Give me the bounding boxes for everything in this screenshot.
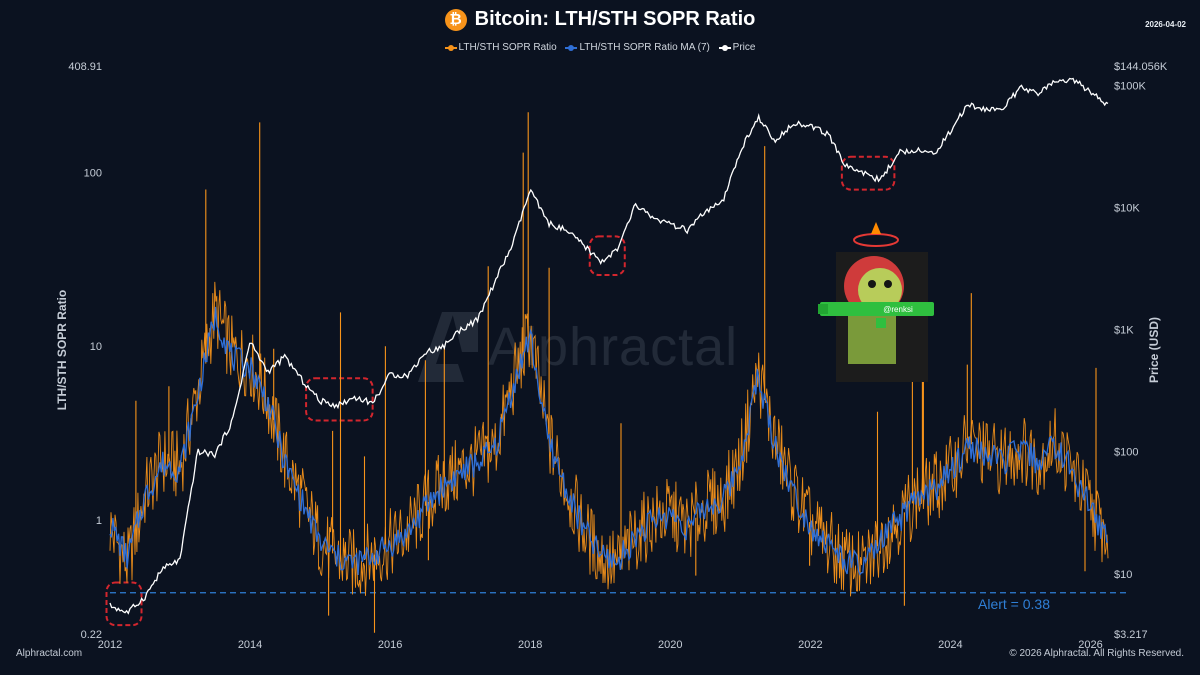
x-tick-label: 2022 xyxy=(798,639,822,651)
legend-item-sopr[interactable]: LTH/STH SOPR Ratio xyxy=(444,42,557,53)
y2-tick-label: $10 xyxy=(1114,569,1132,581)
x-tick-label: 2012 xyxy=(98,639,122,651)
highlight-zone xyxy=(840,155,896,191)
y-tick-label: 0.22 xyxy=(81,629,102,641)
sopr-ratio-line xyxy=(109,281,1109,597)
footer-copyright: © 2026 Alphractal. All Rights Reserved. xyxy=(1009,648,1184,659)
bitcoin-logo-icon: ₿ xyxy=(444,8,467,31)
orange-line-swatch-icon xyxy=(444,44,457,52)
x-tick-label: 2026 xyxy=(1078,639,1102,651)
ape-sticker-image: @renksi xyxy=(818,222,934,382)
report-date: 2026-04-02 xyxy=(1145,20,1186,29)
x-tick-label: 2018 xyxy=(518,639,542,651)
price-line xyxy=(109,77,1109,615)
sopr-ma7-line xyxy=(109,306,1109,576)
chart-title: Bitcoin: LTH/STH SOPR Ratio xyxy=(474,8,756,30)
white-line-swatch-icon xyxy=(718,44,731,52)
x-tick-label: 2020 xyxy=(658,639,682,651)
y-tick-label: 1 xyxy=(96,515,102,527)
blue-line-swatch-icon xyxy=(565,44,578,52)
legend-label-sopr: LTH/STH SOPR Ratio xyxy=(458,42,557,53)
y2-tick-label: $10K xyxy=(1114,202,1140,214)
x-tick-label: 2016 xyxy=(378,639,402,651)
y2-tick-label: $3.217 xyxy=(1114,629,1148,641)
x-tick-label: 2024 xyxy=(938,639,962,651)
badge-label: @renksi xyxy=(883,305,913,314)
footer-site[interactable]: Alphractal.com xyxy=(16,648,83,659)
y-tick-label: 100 xyxy=(84,167,102,179)
x-tick-label: 2014 xyxy=(238,639,262,651)
y-axis-title: LTH/STH SOPR Ratio xyxy=(55,290,69,410)
y-tick-label: 10 xyxy=(90,341,102,353)
y-tick-label: 408.91 xyxy=(68,61,102,73)
y2-tick-label: $144.056K xyxy=(1114,61,1168,73)
sopr-ratio-spikes xyxy=(135,112,1097,633)
y2-tick-label: $100 xyxy=(1114,447,1138,459)
y2-axis-title: Price (USD) xyxy=(1147,317,1161,383)
highlight-zone xyxy=(105,581,143,627)
highlight-zone xyxy=(305,377,374,422)
legend-label-ma7: LTH/STH SOPR Ratio MA (7) xyxy=(579,42,710,53)
chart-legend: LTH/STH SOPR Ratio LTH/STH SOPR Ratio MA… xyxy=(0,42,1200,55)
alert-label: Alert = 0.38 xyxy=(978,596,1050,612)
y2-tick-label: $100K xyxy=(1114,80,1146,92)
chart-header: ₿ Bitcoin: LTH/STH SOPR Ratio xyxy=(0,8,1200,31)
legend-item-price[interactable]: Price xyxy=(718,42,756,53)
highlight-zone xyxy=(588,235,626,276)
legend-label-price: Price xyxy=(732,42,756,53)
legend-item-ma7[interactable]: LTH/STH SOPR Ratio MA (7) xyxy=(565,42,710,53)
y2-tick-label: $1K xyxy=(1114,325,1134,337)
